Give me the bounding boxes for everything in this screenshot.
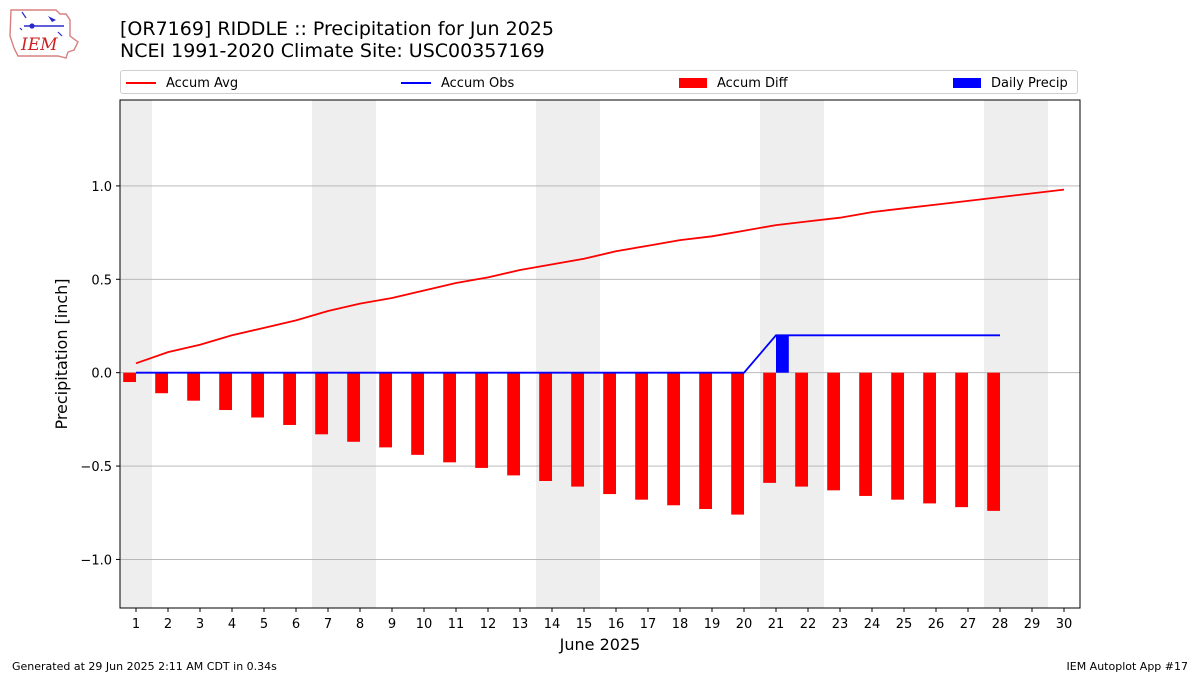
xtick-label-19: 19	[704, 617, 721, 632]
xtick-label-22: 22	[800, 617, 817, 632]
legend-swatch-accum-diff	[679, 78, 707, 88]
accum-diff-bar-18	[667, 372, 680, 506]
accum-diff-bar-9	[379, 372, 392, 448]
legend-item-accum-avg: Accum Avg	[126, 74, 238, 92]
weekend-band-5	[984, 100, 1048, 608]
ytick-label-4: 1.0	[91, 180, 112, 195]
xtick-label-3: 3	[196, 617, 204, 632]
accum-diff-bar-17	[635, 372, 648, 500]
daily-precip-bar-21	[776, 335, 789, 373]
ytick-label-1: −0.5	[80, 460, 112, 475]
legend-item-accum-obs: Accum Obs	[401, 74, 514, 92]
legend-swatch-accum-avg	[126, 82, 156, 84]
xtick-label-24: 24	[864, 617, 881, 632]
xtick-label-9: 9	[388, 617, 396, 632]
generated-timestamp: Generated at 29 Jun 2025 2:11 AM CDT in …	[12, 660, 277, 673]
xtick-label-16: 16	[608, 617, 625, 632]
accum-diff-bar-16	[603, 372, 616, 495]
y-axis-label: Precipitation [inch]	[52, 278, 71, 429]
xtick-label-1: 1	[132, 617, 140, 632]
accum-diff-bar-19	[699, 372, 712, 510]
accum-diff-bar-26	[923, 372, 936, 504]
accum-diff-bar-12	[475, 372, 488, 468]
legend-item-daily-precip: Daily Precip	[953, 74, 1068, 92]
xtick-label-13: 13	[512, 617, 529, 632]
accum-diff-bar-13	[507, 372, 520, 476]
xtick-label-2: 2	[164, 617, 172, 632]
xtick-label-27: 27	[960, 617, 977, 632]
xtick-label-8: 8	[356, 617, 364, 632]
xtick-label-21: 21	[768, 617, 785, 632]
xtick-label-15: 15	[576, 617, 593, 632]
legend-swatch-daily-precip	[953, 78, 981, 88]
accum-diff-bar-3	[187, 372, 200, 401]
xtick-label-11: 11	[448, 617, 465, 632]
accum-diff-bar-8	[347, 372, 360, 442]
chart-title: [OR7169] RIDDLE :: Precipitation for Jun…	[120, 18, 554, 40]
ytick-label-0: −1.0	[80, 553, 112, 568]
xtick-label-30: 30	[1056, 617, 1073, 632]
xtick-label-14: 14	[544, 617, 561, 632]
xtick-label-18: 18	[672, 617, 689, 632]
ytick-label-2: 0.0	[91, 367, 112, 382]
iem-logo: IEM	[9, 9, 79, 59]
accum-diff-bar-7	[315, 372, 328, 435]
accum-diff-bar-25	[891, 372, 904, 500]
xtick-label-29: 29	[1024, 617, 1041, 632]
xtick-label-23: 23	[832, 617, 849, 632]
accum-diff-bar-15	[571, 372, 584, 487]
xtick-label-28: 28	[992, 617, 1009, 632]
chart-legend: Accum Avg Accum Obs Accum Diff Daily Pre…	[120, 70, 1078, 94]
legend-label-daily-precip: Daily Precip	[991, 75, 1068, 91]
accum-obs-line	[136, 334, 1000, 374]
weekend-band-2	[312, 100, 376, 608]
app-credit: IEM Autoplot App #17	[1066, 660, 1189, 673]
accum-diff-bar-6	[283, 372, 296, 425]
xtick-label-26: 26	[928, 617, 945, 632]
accum-diff-bar-23	[827, 372, 840, 491]
accum-diff-bar-22	[795, 372, 808, 487]
legend-item-accum-diff: Accum Diff	[679, 74, 788, 92]
accum-diff-bar-11	[443, 372, 456, 463]
xtick-label-12: 12	[480, 617, 497, 632]
accum-diff-bar-24	[859, 372, 872, 496]
accum-avg-line	[135, 188, 1065, 365]
xtick-label-6: 6	[292, 617, 300, 632]
xtick-label-4: 4	[228, 617, 236, 632]
xtick-label-10: 10	[416, 617, 433, 632]
plot-frame	[119, 99, 1081, 609]
xtick-label-25: 25	[896, 617, 913, 632]
accum-diff-bar-21	[763, 372, 776, 483]
accum-diff-bar-27	[955, 372, 968, 508]
accum-diff-bar-1	[123, 372, 136, 383]
chart-subtitle: NCEI 1991-2020 Climate Site: USC00357169	[120, 40, 545, 62]
legend-label-accum-diff: Accum Diff	[717, 75, 788, 91]
accum-diff-bar-10	[411, 372, 424, 455]
legend-label-accum-obs: Accum Obs	[441, 75, 515, 91]
accum-diff-bar-20	[731, 372, 744, 515]
xtick-label-7: 7	[324, 617, 332, 632]
accum-diff-bar-4	[219, 372, 232, 411]
logo-text: IEM	[20, 35, 58, 55]
legend-swatch-accum-obs	[401, 82, 431, 84]
weekend-band-1	[120, 100, 152, 608]
weekend-band-3	[536, 100, 600, 608]
weekend-band-4	[760, 100, 824, 608]
x-axis-label: June 2025	[559, 635, 641, 654]
accum-diff-bar-28	[987, 372, 1000, 511]
xtick-label-20: 20	[736, 617, 753, 632]
xtick-label-5: 5	[260, 617, 268, 632]
accum-diff-bar-2	[155, 372, 168, 394]
xtick-label-17: 17	[640, 617, 657, 632]
legend-label-accum-avg: Accum Avg	[166, 75, 239, 91]
accum-diff-bar-14	[539, 372, 552, 481]
accum-diff-bar-5	[251, 372, 264, 418]
ytick-label-3: 0.5	[91, 273, 112, 288]
